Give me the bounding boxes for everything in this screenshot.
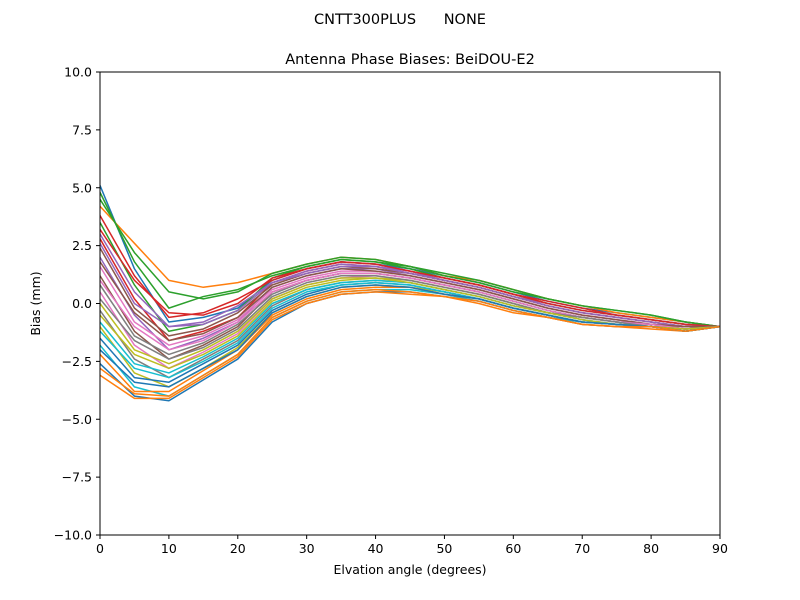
x-tick-label: 50 <box>436 541 452 556</box>
x-axis: 0 10 20 30 40 50 60 70 80 90 <box>96 535 728 556</box>
y-tick-label: 7.5 <box>72 122 92 137</box>
x-tick-label: 10 <box>161 541 177 556</box>
chart-title: Antenna Phase Biases: BeiDOU-E2 <box>285 52 535 68</box>
x-tick-label: 30 <box>299 541 315 556</box>
y-tick-label: 5.0 <box>72 180 92 195</box>
series-line-23 <box>100 198 720 328</box>
x-tick-label: 80 <box>643 541 659 556</box>
y-tick-label: −7.5 <box>62 470 92 485</box>
y-axis: −10.0 −7.5 −5.0 −2.5 0.0 2.5 5.0 7.5 10.0 <box>54 65 100 543</box>
series-line-32 <box>100 288 720 397</box>
series-line-31 <box>100 284 720 388</box>
figure-suptitle: CNTT300PLUS NONE <box>314 12 486 28</box>
y-tick-label: −2.5 <box>62 354 92 369</box>
y-tick-label: 0.0 <box>72 296 92 311</box>
x-tick-label: 90 <box>712 541 728 556</box>
x-tick-label: 70 <box>574 541 590 556</box>
series-line-28 <box>100 274 720 360</box>
x-tick-label: 60 <box>505 541 521 556</box>
y-tick-label: −5.0 <box>62 412 92 427</box>
series-line-26 <box>100 261 720 342</box>
x-tick-label: 40 <box>368 541 384 556</box>
y-axis-label: Bias (mm) <box>28 271 43 335</box>
x-tick-label: 0 <box>96 541 104 556</box>
series-layer <box>100 185 720 402</box>
series-line-24 <box>100 228 720 328</box>
x-axis-label: Elvation angle (degrees) <box>333 562 486 577</box>
series-line-25 <box>100 242 720 328</box>
y-tick-label: 10.0 <box>64 65 92 80</box>
y-tick-label: −10.0 <box>54 528 92 543</box>
x-tick-label: 20 <box>230 541 246 556</box>
y-tick-label: 2.5 <box>72 238 92 253</box>
